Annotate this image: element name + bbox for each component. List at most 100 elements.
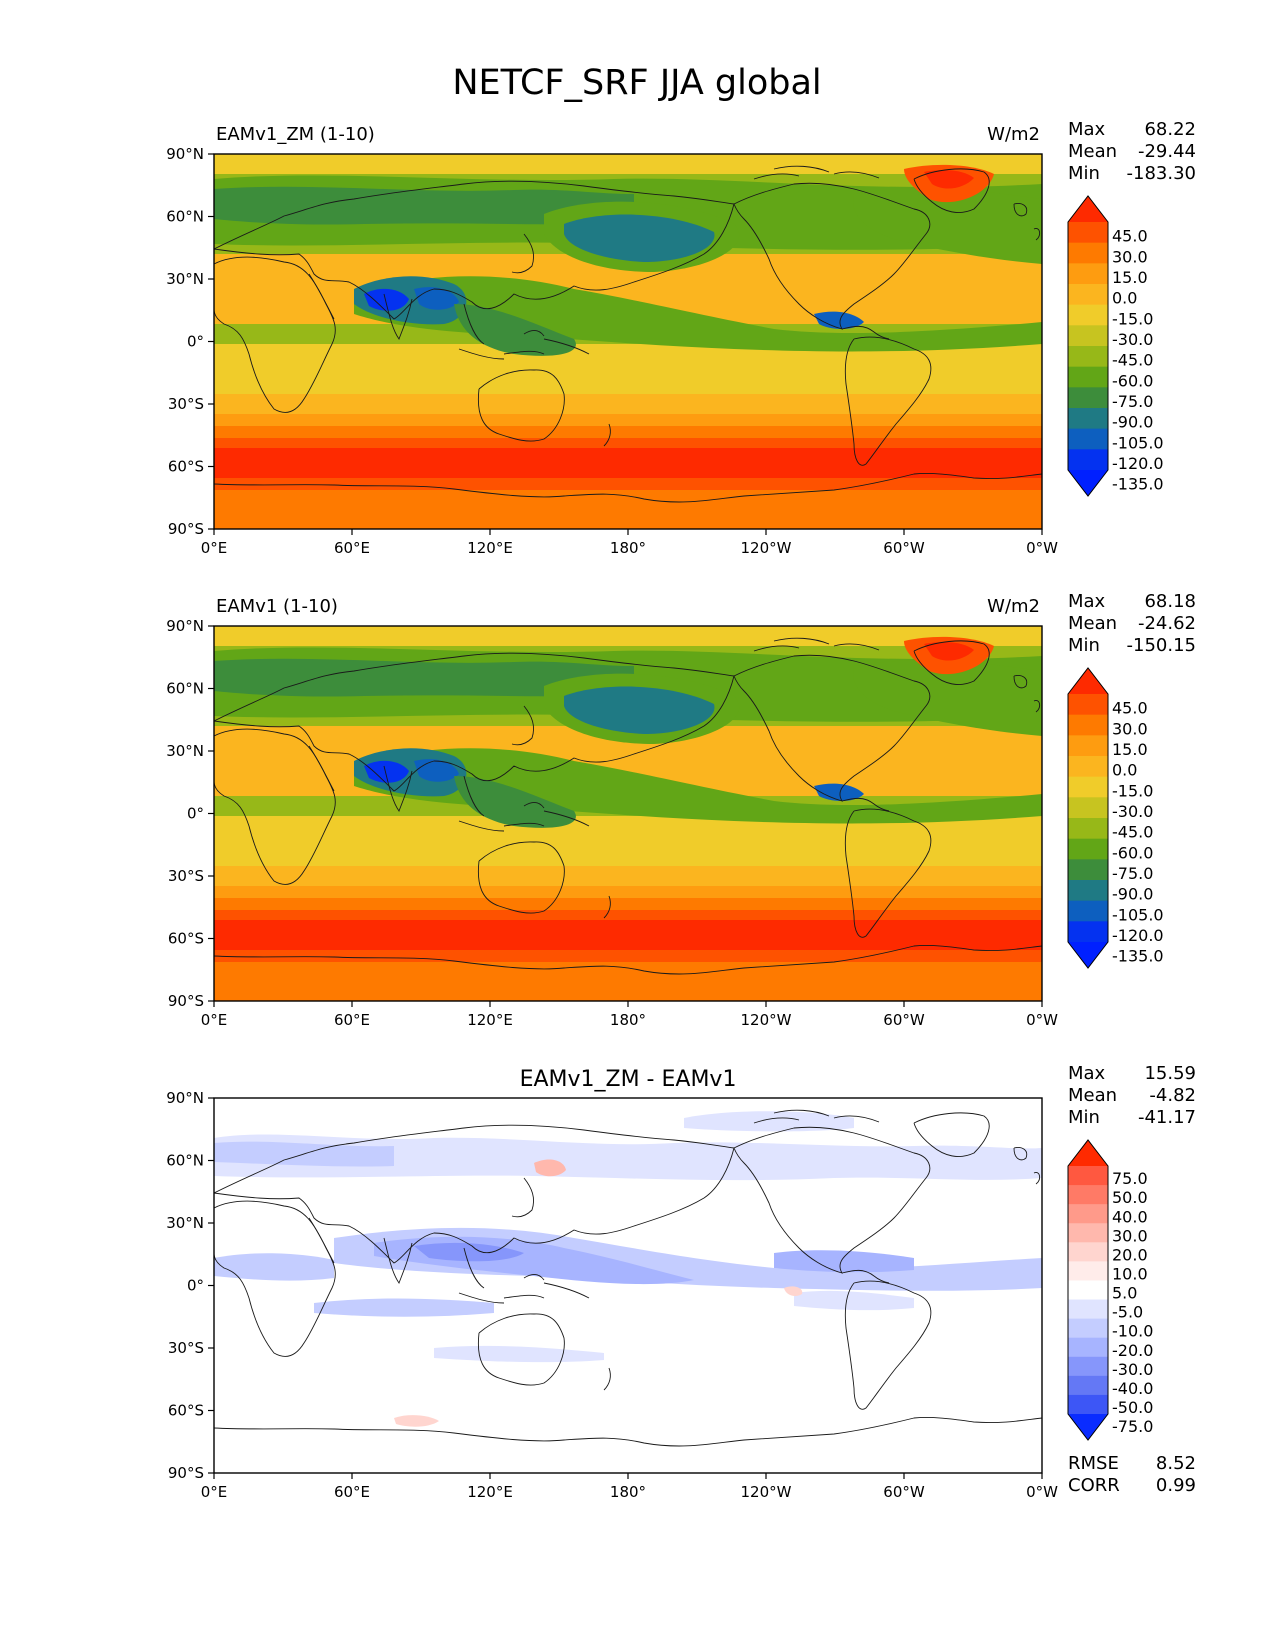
panel-2-map (214, 1098, 1042, 1473)
colorbar-tick-label: -90.0 (1112, 413, 1153, 432)
colorbar-extend-min (1068, 1414, 1108, 1440)
x-tick-label: 0°W (1026, 539, 1058, 557)
panel-2-stats: Max 15.59 Mean -4.82 Min -41.17 (1068, 1063, 1196, 1128)
colorbar-tick-label: -30.0 (1112, 330, 1153, 349)
panel-0-max-value: 68.22 (1144, 119, 1196, 140)
contour-region (214, 658, 634, 697)
panel-0-xaxis: 0°E 60°E 120°E 180° 120°W 60°W 0°W (201, 529, 1058, 557)
panel-1-stats: Max 68.18 Mean -24.62 Min -150.15 (1068, 591, 1196, 656)
colorbar-segment (1068, 366, 1108, 388)
x-tick-label: 0°W (1026, 1483, 1058, 1501)
x-tick-label: 180° (610, 1483, 646, 1501)
panel-2-title-center: EAMv1_ZM - EAMv1 (520, 1067, 737, 1092)
colorbar-segment (1068, 880, 1108, 902)
x-tick-label: 60°E (334, 1011, 370, 1029)
colorbar-segment (1068, 284, 1108, 306)
colorbar-segment (1068, 797, 1108, 819)
y-tick-label: 90°N (166, 617, 204, 635)
colorbar-segment (1068, 1394, 1108, 1415)
colorbar-segment (1068, 900, 1108, 922)
panel-2-max-label: Max (1068, 1063, 1106, 1084)
contour-region (794, 1290, 914, 1311)
colorbar-segment (1068, 921, 1108, 943)
colorbar-tick-label: -75.0 (1112, 864, 1153, 883)
colorbar-tick-label: -105.0 (1112, 905, 1164, 924)
panel-2-max-value: 15.59 (1144, 1063, 1196, 1084)
panel-1-min-value: -150.15 (1127, 635, 1196, 656)
contour-region (454, 776, 576, 828)
contour-region (454, 304, 576, 356)
colorbar-tick-label: -15.0 (1112, 309, 1153, 328)
y-tick-label: 60°N (166, 680, 204, 698)
x-tick-label: 120°W (741, 539, 792, 557)
contour-band (214, 626, 1042, 646)
colorbar-tick-label: -75.0 (1112, 392, 1153, 411)
x-tick-label: 180° (610, 1011, 646, 1029)
colorbar-segment (1068, 776, 1108, 798)
panel-0-max-label: Max (1068, 119, 1106, 140)
contour-band (214, 950, 1042, 962)
panel-0-field (214, 154, 1042, 529)
y-tick-label: 30°N (166, 1214, 204, 1232)
panel-0-title-right: W/m2 (987, 124, 1040, 145)
contour-band (214, 910, 1042, 920)
panel-0-stats: Max 68.22 Mean -29.44 Min -183.30 (1068, 119, 1196, 184)
y-tick-label: 90°N (166, 145, 204, 163)
colorbar-outline (1067, 1139, 1109, 1441)
panel-0-yaxis: 90°N 60°N 30°N 0° 30°S 60°S 90°S (166, 145, 214, 538)
colorbar-tick-label: -120.0 (1112, 454, 1164, 473)
colorbar-tick-label: 45.0 (1112, 227, 1148, 246)
x-tick-label: 0°E (201, 1483, 228, 1501)
x-tick-label: 0°E (201, 1011, 228, 1029)
colorbar-segment (1068, 1223, 1108, 1243)
panel-1-yaxis: 90°N 60°N 30°N 0° 30°S 60°S 90°S (166, 617, 214, 1010)
x-tick-label: 120°W (741, 1483, 792, 1501)
contour-region (814, 783, 864, 801)
colorbar-tick-label: -30.0 (1112, 1360, 1153, 1379)
colorbar-tick-label: 30.0 (1112, 719, 1148, 738)
contour-region (214, 186, 634, 225)
contour-region (564, 686, 715, 734)
y-tick-label: 30°N (166, 270, 204, 288)
colorbar-tick-label: -105.0 (1112, 433, 1164, 452)
y-tick-label: 60°N (166, 208, 204, 226)
panel-2-mean-value: -4.82 (1149, 1085, 1196, 1106)
colorbar-extend-max (1068, 1140, 1108, 1166)
x-tick-label: 0°W (1026, 1011, 1058, 1029)
contour-region (214, 1253, 334, 1281)
y-tick-label: 60°S (168, 930, 204, 948)
x-tick-label: 120°W (741, 1011, 792, 1029)
y-tick-label: 0° (187, 333, 204, 351)
colorbar-tick-label: -5.0 (1112, 1303, 1143, 1322)
colorbar-segment (1068, 408, 1108, 430)
panel-2-field (214, 1098, 1042, 1473)
x-tick-label: 120°E (467, 1011, 513, 1029)
panel-2-colorbar: 75.050.040.030.020.010.05.0-5.0-10.0-20.… (1067, 1139, 1153, 1441)
colorbar-tick-label: -60.0 (1112, 371, 1153, 390)
colorbar-extend-max (1068, 196, 1108, 222)
colorbar-segment (1068, 1318, 1108, 1339)
panel-0-colorbar: 45.030.0 15.0 0.0-15.0 -30.0 -45.0-60.0 -75.0… (1067, 195, 1164, 497)
colorbar-segment (1068, 242, 1108, 264)
y-tick-label: 30°S (168, 867, 204, 885)
contour-band (214, 898, 1042, 910)
x-tick-label: 60°W (883, 539, 925, 557)
y-tick-label: 30°S (168, 1339, 204, 1357)
colorbar-tick-label: 15.0 (1112, 268, 1148, 287)
colorbar-tick-label: 75.0 (1112, 1169, 1148, 1188)
panel-0-mean-value: -29.44 (1138, 141, 1196, 162)
panel-1-title-left: EAMv1 (1-10) (216, 596, 338, 617)
contour-region (784, 1286, 803, 1296)
colorbar-tick-label: -15.0 (1112, 781, 1153, 800)
contour-band (214, 478, 1042, 490)
y-tick-label: 30°N (166, 742, 204, 760)
colorbar-tick-label: -90.0 (1112, 885, 1153, 904)
panel-1: EAMv1 (1-10) W/m2 0°E 60°E 120°E 180° 120°W 6… (166, 591, 1196, 1029)
contour-region (774, 1250, 914, 1273)
colorbar-tick-label: 0.0 (1112, 289, 1137, 308)
contour-band (214, 394, 1042, 414)
panel-2-mean-label: Mean (1068, 1085, 1117, 1106)
colorbar-segment (1068, 756, 1108, 778)
colorbar-tick-label: 10.0 (1112, 1265, 1148, 1284)
contour-region (924, 170, 974, 189)
